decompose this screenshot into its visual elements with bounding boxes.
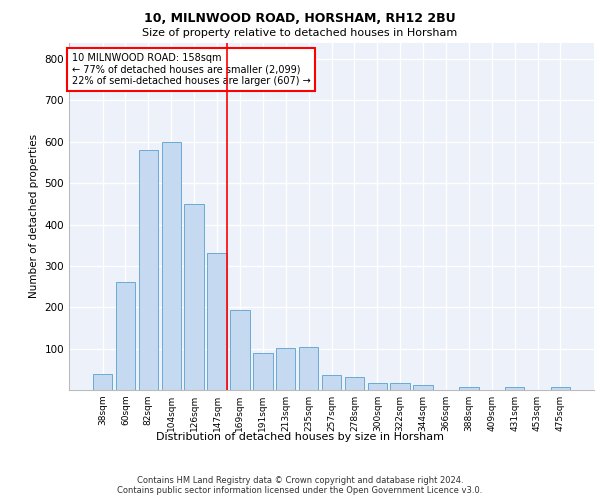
Bar [368, 383, 387, 390]
Bar [299, 346, 319, 390]
Text: Distribution of detached houses by size in Horsham: Distribution of detached houses by size … [156, 432, 444, 442]
Bar [208, 254, 227, 390]
Bar [139, 150, 158, 390]
Bar [551, 387, 570, 390]
Bar [161, 142, 181, 390]
Bar [322, 374, 341, 390]
Y-axis label: Number of detached properties: Number of detached properties [29, 134, 39, 298]
Bar [230, 310, 250, 390]
Bar [253, 353, 272, 390]
Bar [459, 387, 479, 390]
Bar [116, 282, 135, 390]
Bar [276, 348, 295, 390]
Bar [184, 204, 204, 390]
Text: 10, MILNWOOD ROAD, HORSHAM, RH12 2BU: 10, MILNWOOD ROAD, HORSHAM, RH12 2BU [144, 12, 456, 26]
Bar [344, 377, 364, 390]
Bar [93, 374, 112, 390]
Text: Size of property relative to detached houses in Horsham: Size of property relative to detached ho… [142, 28, 458, 38]
Text: Contains HM Land Registry data © Crown copyright and database right 2024.
Contai: Contains HM Land Registry data © Crown c… [118, 476, 482, 495]
Bar [413, 385, 433, 390]
Text: 10 MILNWOOD ROAD: 158sqm
← 77% of detached houses are smaller (2,099)
22% of sem: 10 MILNWOOD ROAD: 158sqm ← 77% of detach… [71, 53, 310, 86]
Bar [391, 383, 410, 390]
Bar [505, 387, 524, 390]
